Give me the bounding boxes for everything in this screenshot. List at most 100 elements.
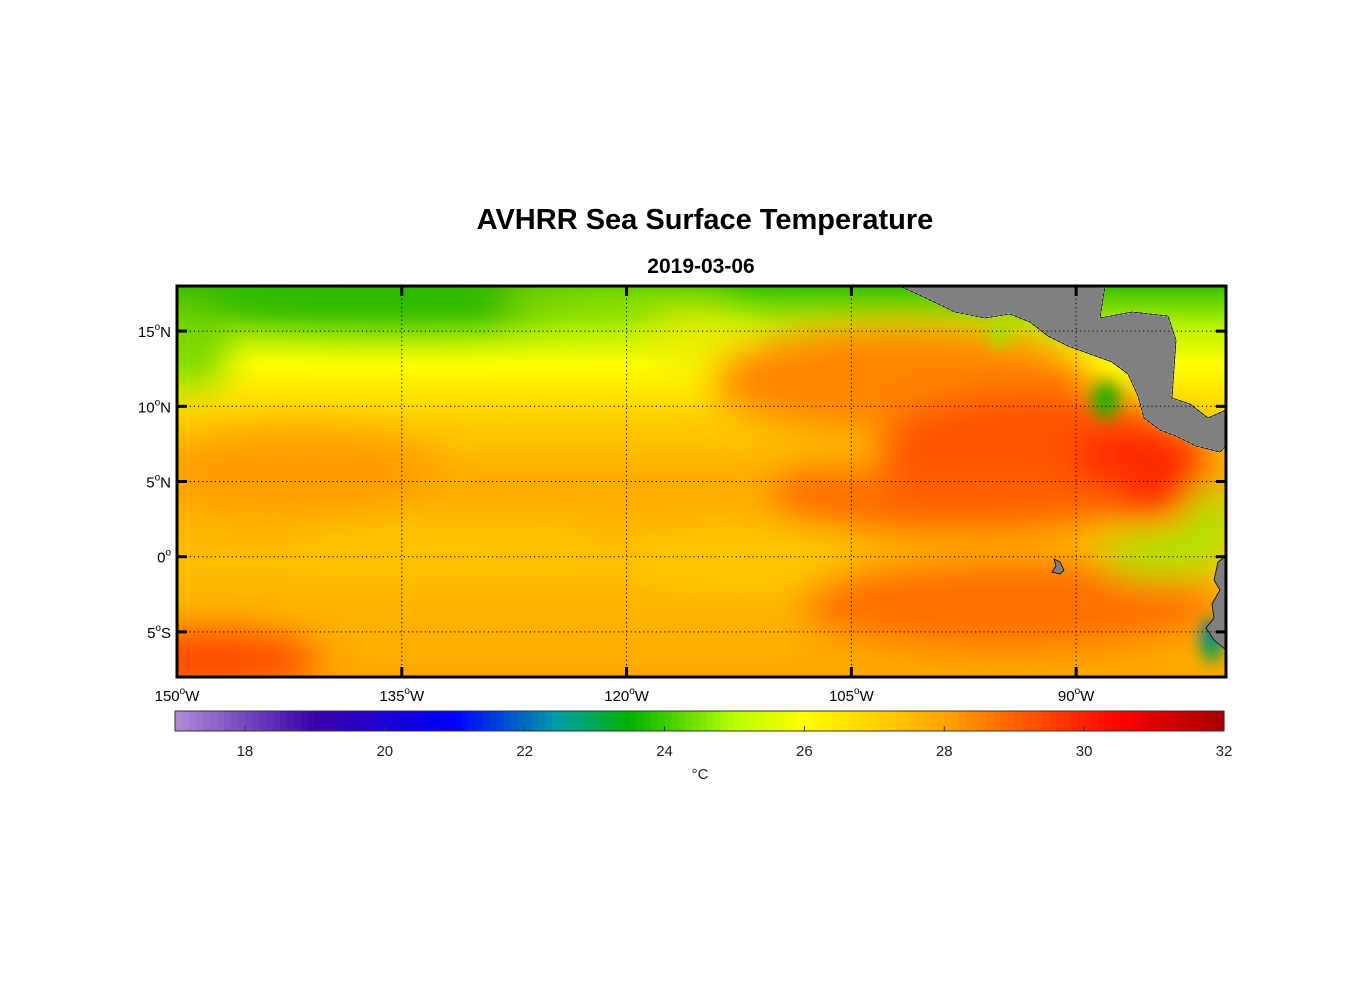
colorbar-swatch	[853, 711, 861, 731]
colorbar-swatch	[1168, 711, 1176, 731]
colorbar-swatch	[944, 711, 952, 731]
colorbar-ticks: 18 20 22 24 26 28 30 32	[237, 726, 1232, 760]
colorbar-swatch	[503, 711, 512, 731]
colorbar-swatch	[1140, 711, 1148, 731]
colorbar-swatch	[202, 711, 211, 731]
colorbar-swatch	[552, 711, 561, 731]
lat-tick-label: 15oN	[138, 322, 171, 341]
colorbar-swatch	[321, 711, 330, 731]
colorbar-swatch	[615, 711, 624, 731]
colorbar-swatch	[272, 711, 281, 731]
colorbar-swatch	[524, 711, 533, 731]
colorbar-swatch	[230, 711, 239, 731]
colorbar-swatch	[573, 711, 582, 731]
colorbar-swatch	[377, 711, 386, 731]
colorbar-swatch	[888, 711, 896, 731]
colorbar-swatch	[1133, 711, 1141, 731]
colorbar-swatch	[482, 711, 491, 731]
colorbar-swatch	[804, 711, 812, 731]
colorbar-swatch	[426, 711, 435, 731]
colorbar-swatch	[181, 711, 190, 731]
colorbar-swatch	[188, 711, 197, 731]
colorbar-swatch	[559, 711, 568, 731]
colorbar-swatch	[335, 711, 344, 731]
colorbar-swatch	[636, 711, 645, 731]
colorbar-swatch	[860, 711, 868, 731]
colorbar-swatch	[839, 711, 847, 731]
colorbar-swatch	[664, 711, 673, 731]
colorbar-swatch	[685, 711, 694, 731]
lon-tick-label: 135oW	[379, 686, 425, 705]
colorbar-swatch	[909, 711, 917, 731]
colorbar-swatch	[461, 711, 470, 731]
colorbar	[174, 710, 1225, 732]
colorbar-tick-label: 20	[376, 743, 393, 760]
colorbar-swatch	[440, 711, 449, 731]
lat-tick-label: 5oN	[146, 473, 171, 492]
colorbar-swatch	[825, 711, 833, 731]
colorbar-swatch	[1189, 711, 1197, 731]
colorbar-swatch	[447, 711, 456, 731]
colorbar-swatch	[314, 711, 323, 731]
colorbar-frame	[174, 710, 1225, 732]
colorbar-swatch	[1028, 711, 1036, 731]
lon-tick-label: 150oW	[155, 686, 201, 705]
colorbar-swatch	[216, 711, 225, 731]
colorbar-swatch	[881, 711, 889, 731]
colorbar-swatch	[251, 711, 260, 731]
colorbar-swatch	[832, 711, 840, 731]
colorbar-swatch	[601, 711, 610, 731]
colorbar-swatch	[279, 711, 288, 731]
map-frame	[175, 284, 1228, 679]
lat-tick-label: 10oN	[138, 397, 171, 416]
colorbar-swatch	[1007, 711, 1015, 731]
colorbar-swatch	[937, 711, 945, 731]
colorbar-swatch	[748, 711, 757, 731]
colorbar-swatch	[902, 711, 910, 731]
colorbar-swatch	[265, 711, 274, 731]
colorbar-swatch	[1091, 711, 1099, 731]
colorbar-swatch	[1056, 711, 1064, 731]
colorbar-swatch	[706, 711, 715, 731]
colorbar-swatch	[678, 711, 687, 731]
colorbar-swatch	[244, 711, 253, 731]
colorbar-swatch	[1077, 711, 1085, 731]
colorbar-swatch	[405, 711, 414, 731]
colorbar-swatch	[895, 711, 903, 731]
colorbar-swatch	[195, 711, 204, 731]
colorbar-swatch	[608, 711, 617, 731]
colorbar-swatch	[209, 711, 218, 731]
colorbar-tick-label: 18	[237, 743, 254, 760]
colorbar-swatch	[958, 711, 966, 731]
colorbar-swatch	[1063, 711, 1071, 731]
colorbar-swatch	[776, 711, 785, 731]
map-title: AVHRR Sea Surface Temperature	[476, 204, 934, 236]
colorbar-swatch	[510, 711, 519, 731]
colorbar-swatch	[930, 711, 938, 731]
colorbar-swatch	[489, 711, 498, 731]
colorbar-swatch	[454, 711, 463, 731]
colorbar-swatch	[650, 711, 659, 731]
colorbar-swatch	[1049, 711, 1057, 731]
lon-tick-label: 90oW	[1058, 686, 1095, 705]
colorbar-swatch	[979, 711, 987, 731]
graticule	[177, 286, 1226, 677]
sst-field	[177, 286, 1226, 677]
colorbar-swatch	[580, 711, 589, 731]
colorbar-swatch	[363, 711, 372, 731]
colorbar-tick-label: 28	[936, 743, 953, 760]
colorbar-swatch	[433, 711, 442, 731]
colorbar-swatch	[951, 711, 959, 731]
colorbar-swatch	[223, 711, 232, 731]
land-mask	[899, 286, 1226, 651]
colorbar-swatch	[993, 711, 1001, 731]
colorbar-swatch	[790, 711, 799, 731]
colorbar-swatch	[972, 711, 980, 731]
lon-tick-label: 120oW	[604, 686, 650, 705]
colorbar-swatch	[587, 711, 596, 731]
colorbar-swatch	[349, 711, 358, 731]
colorbar-swatch	[566, 711, 575, 731]
colorbar-unit-label: °C	[692, 766, 709, 783]
colorbar-swatch	[797, 711, 805, 731]
colorbar-swatch	[811, 711, 819, 731]
